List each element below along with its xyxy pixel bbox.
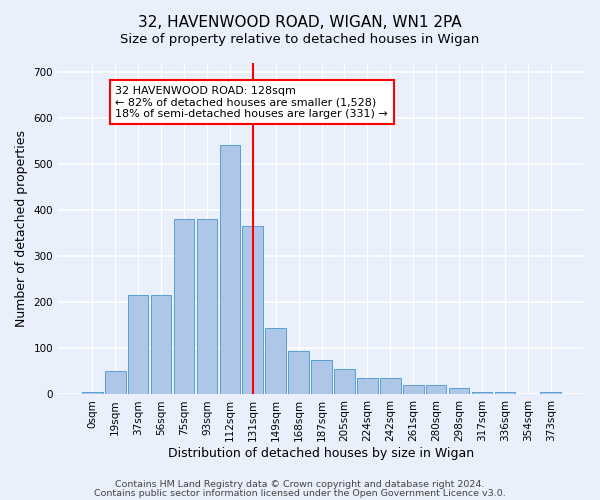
Bar xyxy=(128,296,148,394)
Y-axis label: Number of detached properties: Number of detached properties xyxy=(15,130,28,327)
Bar xyxy=(494,392,515,394)
Bar xyxy=(220,146,240,394)
Bar xyxy=(265,328,286,394)
Bar xyxy=(541,392,561,394)
Bar xyxy=(242,226,263,394)
Bar xyxy=(449,388,469,394)
Text: 32 HAVENWOOD ROAD: 128sqm
← 82% of detached houses are smaller (1,528)
18% of se: 32 HAVENWOOD ROAD: 128sqm ← 82% of detac… xyxy=(115,86,388,119)
Text: Contains public sector information licensed under the Open Government Licence v3: Contains public sector information licen… xyxy=(94,488,506,498)
Bar xyxy=(380,378,401,394)
Text: Size of property relative to detached houses in Wigan: Size of property relative to detached ho… xyxy=(121,32,479,46)
Bar xyxy=(173,220,194,394)
Text: Contains HM Land Registry data © Crown copyright and database right 2024.: Contains HM Land Registry data © Crown c… xyxy=(115,480,485,489)
Bar xyxy=(311,360,332,394)
Bar xyxy=(472,392,492,394)
Bar xyxy=(288,350,309,395)
Bar xyxy=(105,372,125,394)
Bar xyxy=(403,385,424,394)
Bar xyxy=(426,385,446,394)
X-axis label: Distribution of detached houses by size in Wigan: Distribution of detached houses by size … xyxy=(169,447,475,460)
Bar xyxy=(82,392,103,394)
Bar xyxy=(151,296,172,394)
Bar xyxy=(357,378,377,394)
Text: 32, HAVENWOOD ROAD, WIGAN, WN1 2PA: 32, HAVENWOOD ROAD, WIGAN, WN1 2PA xyxy=(138,15,462,30)
Bar xyxy=(334,369,355,394)
Bar xyxy=(197,220,217,394)
